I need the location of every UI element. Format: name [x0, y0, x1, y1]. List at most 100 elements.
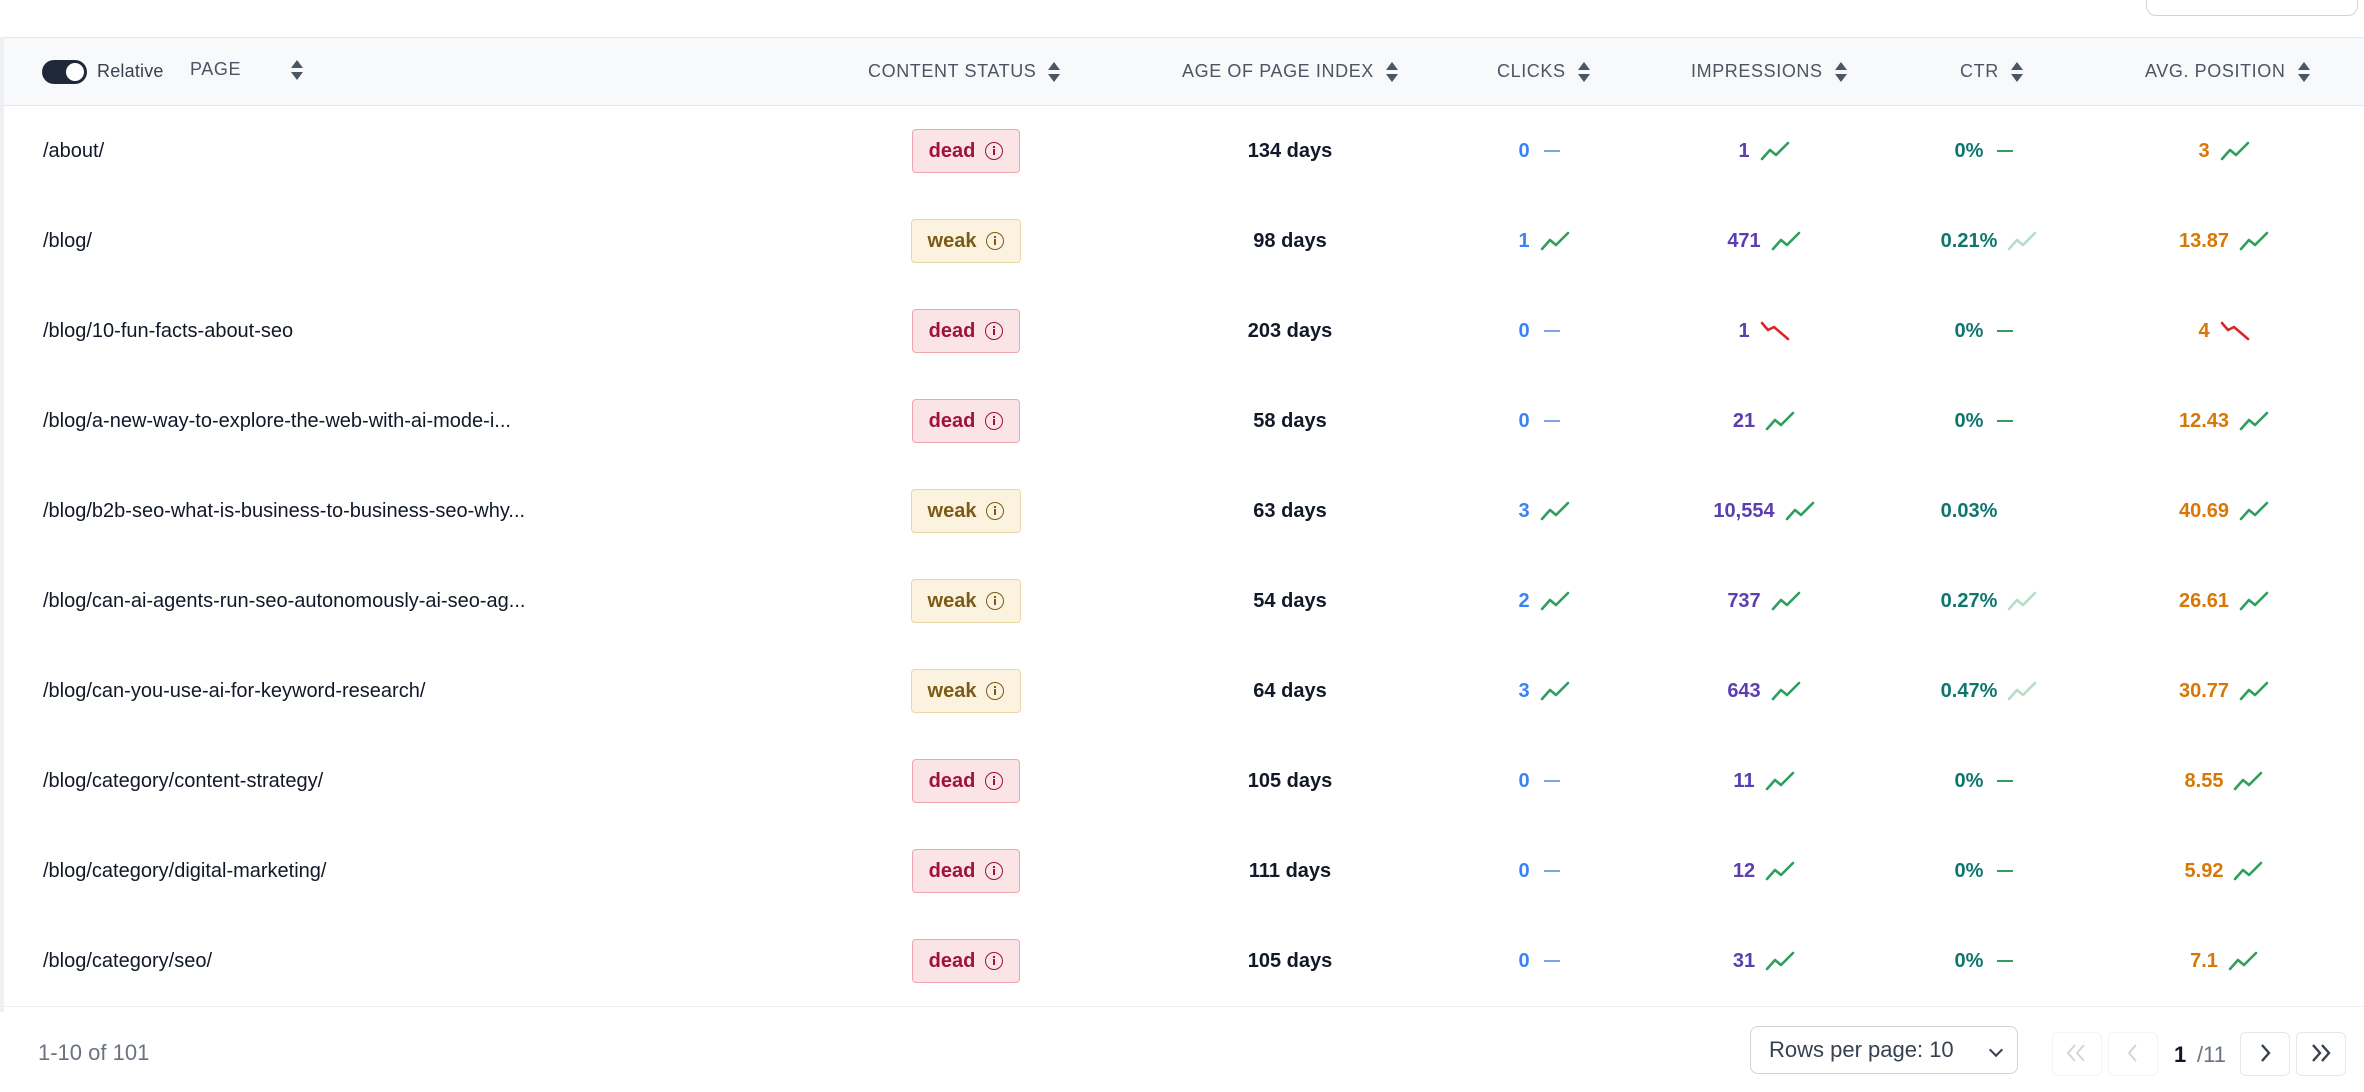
trend-down-icon: [1760, 321, 1789, 341]
status-badge-label: weak: [927, 679, 977, 702]
trend-up-icon: [1771, 591, 1800, 611]
info-icon[interactable]: [985, 412, 1004, 430]
table-row[interactable]: /blog/b2b-seo-what-is-business-to-busine…: [4, 466, 2364, 557]
info-icon[interactable]: [986, 682, 1005, 700]
ctr-value-cell: 0.21%: [1914, 196, 2064, 286]
info-icon[interactable]: [985, 862, 1004, 880]
clicks-value-cell: 1: [1484, 196, 1604, 286]
sort-icon[interactable]: [1577, 61, 1590, 83]
page-index-age: 98 days: [1253, 229, 1327, 252]
trend-up-icon: [2008, 591, 2037, 611]
info-icon[interactable]: [986, 592, 1005, 610]
avg-position-value: 26.61: [2178, 589, 2230, 612]
no-change-icon: [1997, 960, 2014, 962]
table-row[interactable]: /about/dead 134 days 0 1 0% 3: [4, 106, 2364, 197]
column-header-ctr[interactable]: CTR: [1960, 38, 2023, 105]
page-index-age: 105 days: [1247, 949, 1333, 972]
info-icon[interactable]: [985, 952, 1004, 970]
page-url[interactable]: /blog/: [43, 229, 92, 252]
ctr-value-cell: 0%: [1914, 106, 2064, 196]
table-row[interactable]: /blog/can-ai-agents-run-seo-autonomously…: [4, 556, 2364, 647]
relative-toggle[interactable]: [42, 59, 87, 84]
status-badge[interactable]: dead: [911, 309, 1021, 353]
table-row[interactable]: /blog/weak 98 days 1 471 0.21% 13.87: [4, 196, 2364, 287]
no-change-icon: [1543, 960, 1560, 962]
clicks-value: 3: [1518, 499, 1530, 522]
ctr-value-cell: 0%: [1914, 736, 2064, 826]
status-badge[interactable]: dead: [911, 849, 1021, 893]
column-header-impressions-label: IMPRESSIONS: [1691, 61, 1823, 81]
avg-position-value-cell: 3: [2144, 106, 2304, 196]
table-row[interactable]: /blog/category/digital-marketing/dead 111…: [4, 826, 2364, 917]
column-header-age[interactable]: AGE OF PAGE INDEX: [1182, 38, 1398, 105]
sort-icon[interactable]: [1834, 61, 1847, 83]
status-badge[interactable]: dead: [911, 129, 1021, 173]
column-header-content-status[interactable]: CONTENT STATUS: [868, 38, 1061, 105]
trend-up-icon: [1760, 141, 1789, 161]
clicks-value-cell: 0: [1484, 286, 1604, 376]
clicks-value-cell: 0: [1484, 826, 1604, 916]
clicks-value: 1: [1518, 229, 1530, 252]
page-url[interactable]: /blog/category/seo/: [43, 949, 212, 972]
first-page-button[interactable]: [2052, 1032, 2102, 1076]
page-url[interactable]: /blog/can-ai-agents-run-seo-autonomously…: [43, 589, 526, 612]
chevron-down-icon: [1988, 1042, 2004, 1058]
clicks-value: 0: [1518, 859, 1530, 882]
sort-icon[interactable]: [2297, 61, 2310, 83]
column-header-impressions[interactable]: IMPRESSIONS: [1691, 38, 1847, 105]
column-header-avg-position-label: AVG. POSITION: [2145, 61, 2286, 81]
pagination-range: 1-10 of 101: [38, 1040, 150, 1065]
page-url[interactable]: /about/: [43, 139, 105, 162]
page-url[interactable]: /blog/a-new-way-to-explore-the-web-with-…: [43, 409, 511, 432]
ctr-value: 0%: [1954, 769, 1984, 792]
info-icon[interactable]: [985, 142, 1004, 160]
content-status-cell: dead: [906, 106, 1026, 196]
first-page-icon: [2066, 1044, 2085, 1062]
status-badge[interactable]: dead: [911, 759, 1021, 803]
prev-page-button[interactable]: [2108, 1032, 2158, 1076]
page-url[interactable]: /blog/can-you-use-ai-for-keyword-researc…: [43, 679, 426, 702]
column-header-avg-position[interactable]: AVG. POSITION: [2145, 38, 2310, 105]
sort-icon[interactable]: [291, 59, 304, 81]
status-badge[interactable]: dead: [911, 399, 1021, 443]
trend-up-icon: [2008, 231, 2037, 251]
top-right-control[interactable]: [2146, 0, 2358, 16]
table-row[interactable]: /blog/10-fun-facts-about-seo dead 203 days…: [4, 286, 2364, 377]
column-header-clicks[interactable]: CLICKS: [1497, 38, 1590, 105]
ctr-value-cell: 0%: [1914, 916, 2064, 1006]
page-url[interactable]: /blog/10-fun-facts-about-seo: [43, 319, 294, 342]
ctr-value: 0.27%: [1940, 589, 1998, 612]
status-badge[interactable]: weak: [910, 489, 1022, 533]
sort-icon[interactable]: [1385, 61, 1398, 83]
info-icon[interactable]: [985, 322, 1004, 340]
avg-position-value-cell: 5.92: [2144, 826, 2304, 916]
no-change-icon: [1543, 870, 1560, 872]
status-badge[interactable]: dead: [911, 939, 1021, 983]
table-row[interactable]: /blog/category/seo/dead 105 days 0 31 0% 7.1: [4, 916, 2364, 1007]
current-page: 1: [2174, 1042, 2187, 1067]
page-url[interactable]: /blog/category/digital-marketing/: [43, 859, 327, 882]
page-url[interactable]: /blog/b2b-seo-what-is-business-to-busine…: [43, 499, 526, 522]
sort-icon[interactable]: [1048, 61, 1061, 83]
status-badge-label: dead: [928, 859, 976, 882]
info-icon[interactable]: [986, 502, 1005, 520]
status-badge[interactable]: weak: [910, 579, 1022, 623]
rows-per-page-select[interactable]: Rows per page: 10: [1750, 1026, 2018, 1074]
last-page-button[interactable]: [2296, 1032, 2346, 1076]
info-icon[interactable]: [986, 232, 1005, 250]
table-row[interactable]: /blog/can-you-use-ai-for-keyword-researc…: [4, 646, 2364, 737]
ctr-value: 0%: [1954, 319, 1984, 342]
sort-icon[interactable]: [2010, 61, 2023, 83]
table-row[interactable]: /blog/category/content-strategy/dead 105 …: [4, 736, 2364, 827]
last-page-icon: [2312, 1044, 2331, 1062]
impressions-value: 11: [1733, 769, 1755, 792]
column-header-page[interactable]: PAGE: [190, 36, 304, 103]
page-url[interactable]: /blog/category/content-strategy/: [43, 769, 324, 792]
status-badge[interactable]: weak: [910, 219, 1022, 263]
status-badge[interactable]: weak: [910, 669, 1022, 713]
next-page-button[interactable]: [2240, 1032, 2290, 1076]
trend-up-icon: [2234, 861, 2263, 881]
ctr-value: 0%: [1954, 949, 1984, 972]
info-icon[interactable]: [985, 772, 1004, 790]
table-row[interactable]: /blog/a-new-way-to-explore-the-web-with-…: [4, 376, 2364, 467]
